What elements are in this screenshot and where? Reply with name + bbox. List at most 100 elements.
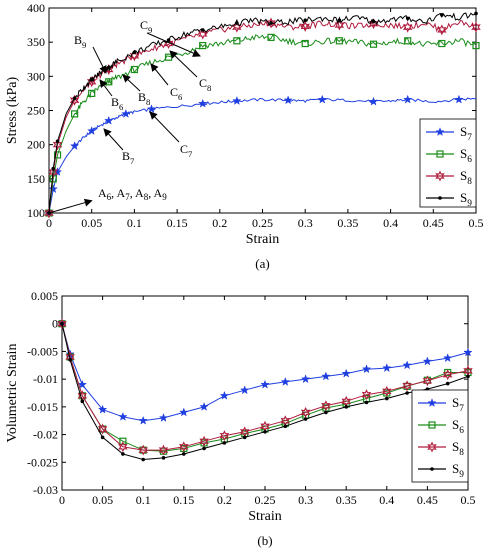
annotation-label-a: A6, A7, A8, A9: [98, 186, 167, 202]
data-point: [60, 321, 64, 326]
data-point: [405, 391, 409, 395]
panel-label: (a): [255, 256, 269, 271]
data-point: [88, 89, 96, 98]
legend-label: S6: [452, 417, 464, 436]
legend-marker: [438, 196, 442, 200]
series-S8: [57, 318, 473, 456]
data-point: [219, 390, 230, 400]
data-point: [303, 417, 308, 421]
legend-label: S7: [452, 395, 464, 414]
legend-marker: [427, 441, 437, 453]
data-point: [335, 37, 343, 45]
y-tick-label: 0.005: [31, 289, 58, 303]
data-point: [341, 368, 351, 378]
series-S9: [60, 321, 470, 462]
data-point: [361, 364, 372, 374]
data-point: [48, 166, 59, 178]
y-tick-label: -0.015: [27, 400, 58, 414]
x-tick-label: 0.45: [423, 216, 444, 230]
data-point: [317, 94, 327, 104]
legend-label: S6: [460, 146, 472, 165]
annotation-arrow: [103, 128, 124, 151]
annotation-label-b7: B7: [122, 149, 135, 166]
data-point: [422, 356, 433, 366]
data-point: [55, 139, 60, 144]
data-point: [442, 369, 453, 381]
data-point: [437, 24, 447, 36]
data-point: [118, 411, 128, 421]
series-line: [61, 323, 469, 461]
data-point: [454, 94, 464, 104]
series-line: [61, 323, 469, 422]
data-point: [402, 360, 412, 370]
data-point: [57, 318, 67, 330]
x-tick-label: 0.05: [92, 493, 113, 507]
plot-frame: [48, 7, 477, 214]
annotation-label-c6: C6: [170, 85, 183, 102]
y-tick-label: 300: [27, 69, 45, 83]
series-S7: [57, 318, 473, 425]
data-point: [104, 115, 114, 125]
x-tick-label: 0.05: [81, 216, 102, 230]
legend-label: S9: [452, 461, 464, 480]
data-point: [121, 452, 125, 456]
data-point: [402, 21, 413, 33]
data-point: [301, 39, 309, 48]
y-tick-label: 0: [52, 317, 58, 331]
data-point: [303, 18, 308, 23]
x-tick-label: 0.25: [252, 216, 273, 230]
data-point: [267, 33, 275, 41]
x-tick-label: 0.4: [383, 216, 398, 230]
data-point: [269, 21, 273, 25]
series-line: [61, 323, 468, 452]
annotation-arrow: [150, 63, 169, 86]
data-point: [242, 435, 247, 440]
data-point: [232, 95, 242, 105]
y-axis-label: Volumetric Strain: [5, 344, 20, 443]
y-tick-label: -0.005: [27, 344, 58, 358]
data-point: [337, 18, 342, 23]
x-tick-label: 0.45: [417, 493, 438, 507]
data-point: [361, 389, 372, 401]
data-point: [182, 452, 186, 456]
data-point: [53, 151, 62, 159]
data-point: [138, 444, 148, 456]
series-S7: [44, 94, 477, 218]
legend-marker: [430, 467, 434, 471]
legend-marker: [427, 398, 437, 408]
x-tick-label: 0.1: [136, 493, 151, 507]
data-point: [71, 110, 79, 118]
data-point: [324, 410, 328, 415]
data-point: [321, 400, 331, 412]
legend: [411, 389, 469, 483]
series-line: [48, 97, 477, 214]
y-tick-label: 200: [27, 138, 45, 152]
data-point: [179, 441, 189, 453]
y-tick-label: -0.02: [33, 428, 58, 442]
x-tick-label: 0.1: [127, 216, 142, 230]
data-point: [283, 95, 293, 105]
annotation-label-c8: C8: [199, 76, 211, 93]
data-point: [72, 96, 77, 100]
data-point: [385, 396, 389, 401]
x-tick-label: 0.5: [461, 493, 476, 507]
data-point: [368, 18, 379, 30]
data-point: [300, 406, 311, 418]
legend-label: S8: [452, 439, 464, 458]
data-point: [87, 126, 97, 136]
x-tick-label: 0.35: [336, 493, 357, 507]
annotation-arrow: [169, 50, 198, 78]
data-point: [179, 407, 189, 417]
data-point: [138, 415, 148, 425]
annotation-arrow: [146, 32, 201, 57]
annotation-arrow: [122, 74, 141, 92]
x-tick-label: 0.5: [469, 216, 484, 230]
data-point: [263, 430, 267, 434]
legend: [419, 118, 477, 208]
data-point: [119, 437, 127, 445]
data-point: [89, 77, 94, 82]
data-point: [371, 19, 376, 24]
y-tick-label: -0.01: [33, 372, 58, 386]
data-point: [132, 50, 137, 55]
data-point: [474, 11, 478, 16]
